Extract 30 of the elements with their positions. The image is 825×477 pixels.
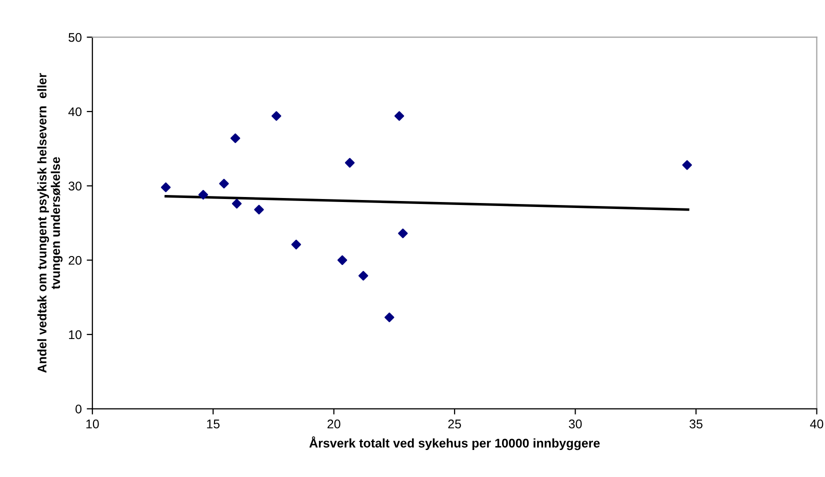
- point: [384, 312, 394, 322]
- y-tick-label: 0: [76, 404, 82, 414]
- point: [254, 204, 264, 214]
- point: [272, 111, 282, 121]
- point: [160, 182, 171, 192]
- point: [394, 111, 404, 121]
- point: [291, 240, 302, 250]
- x-tick-label: 35: [690, 420, 702, 428]
- x-tick-label: 10: [86, 420, 99, 428]
- y-tick-label: 50: [68, 33, 82, 42]
- point: [358, 270, 368, 281]
- point: [337, 255, 348, 266]
- x-axis-title: Årsverk totalt ved sykehus per 10000 innbyggere: [309, 436, 600, 450]
- point: [344, 158, 355, 168]
- x-tick-label: 20: [328, 420, 340, 428]
- y-tick-label: 10: [69, 330, 82, 340]
- y-tick-label: 30: [68, 182, 82, 190]
- point: [230, 133, 240, 144]
- point: [398, 228, 408, 238]
- y-tick-label: 20: [68, 256, 82, 265]
- point: [682, 160, 692, 170]
- x-tick-label: 25: [448, 420, 462, 428]
- x-tick-label: 40: [810, 420, 824, 428]
- point: [198, 190, 208, 200]
- y-axis-title: Andel vedtak om tvungent psykisk helsevern eller tvungen undersøkelse: [37, 73, 63, 373]
- point: [219, 178, 229, 188]
- x-tick-label: 30: [568, 420, 582, 428]
- y-tick-label: 40: [68, 107, 82, 116]
- x-tick-label: 15: [207, 420, 220, 428]
- point: [232, 198, 242, 209]
